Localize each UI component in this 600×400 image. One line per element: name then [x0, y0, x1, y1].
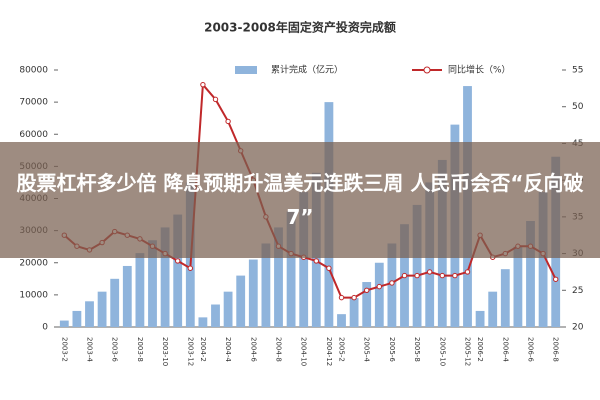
bar: [223, 291, 233, 327]
bar: [148, 240, 157, 327]
point: [175, 258, 181, 264]
bar: [198, 317, 208, 327]
x-tick-label: 2004-6: [249, 337, 257, 362]
x-tick-label: 2005-2: [338, 337, 346, 362]
point: [351, 294, 357, 301]
point: [376, 283, 382, 290]
x-tick-label: 2003-10: [161, 337, 169, 366]
y-tick-label: 20000: [19, 258, 48, 268]
x-tick-label: 2003-2: [60, 337, 68, 362]
bar: [349, 298, 359, 327]
bar: [488, 291, 498, 327]
x-tick-label: 2006-8: [552, 337, 560, 362]
legend-label: 同比增长（%）: [448, 64, 511, 76]
y2-tick-label: 50: [572, 102, 584, 112]
point: [389, 280, 395, 286]
x-tick-label: 2004-12: [325, 337, 333, 366]
bar: [513, 246, 523, 327]
y2-tick-label: 25: [572, 286, 583, 296]
bar: [160, 227, 170, 327]
x-tick-label: 2005-6: [388, 337, 396, 362]
chart-title: 2003-2008年固定资产投资完成额: [204, 20, 396, 35]
legend-marker: [423, 66, 431, 74]
point: [452, 272, 458, 279]
x-tick-label: 2005-4: [363, 337, 371, 362]
point: [464, 269, 471, 275]
point: [401, 272, 408, 279]
point: [338, 294, 345, 301]
bar: [526, 220, 535, 327]
bar: [59, 320, 69, 327]
bar: [286, 211, 296, 327]
x-tick-label: 2003-8: [136, 337, 144, 362]
legend-swatch: [235, 66, 257, 74]
y-tick-label: 60000: [19, 130, 48, 140]
x-tick-label: 2006-4: [501, 337, 509, 362]
x-tick-label: 2006-2: [476, 337, 484, 362]
point: [313, 258, 319, 264]
bar: [135, 253, 145, 327]
bar: [97, 291, 107, 327]
x-tick-label: 2005-8: [413, 337, 421, 362]
bar: [85, 301, 94, 327]
x-tick-label: 2005-12: [464, 337, 472, 366]
bar: [236, 275, 246, 327]
point: [225, 118, 231, 125]
bar: [362, 282, 372, 327]
bar: [374, 262, 384, 327]
point: [187, 265, 194, 271]
point: [200, 81, 206, 88]
point: [414, 272, 420, 279]
bar: [110, 278, 120, 327]
bar: [72, 310, 82, 327]
point: [553, 276, 559, 282]
point: [427, 269, 433, 275]
x-tick-label: 2003-12: [186, 337, 194, 366]
banner: 股票杠杆多少倍 降息预期升温美元连跌三周 人民币会否“反向破7”: [0, 142, 600, 258]
legend-label: 累计完成（亿元）: [271, 64, 343, 76]
banner-text: 股票杠杆多少倍 降息预期升温美元连跌三周 人民币会否“反向破7”: [16, 171, 584, 229]
y-tick-label: 10000: [19, 290, 48, 300]
bar: [248, 259, 258, 327]
y-tick-label: 0: [42, 323, 48, 333]
x-tick-label: 2003-4: [86, 337, 94, 362]
x-tick-label: 2004-2: [199, 337, 207, 362]
point: [439, 272, 445, 279]
x-tick-label: 2005-10: [438, 337, 446, 366]
bar: [274, 227, 283, 327]
y-tick-label: 70000: [19, 98, 48, 108]
bar: [337, 314, 346, 327]
y2-tick-label: 55: [572, 66, 583, 76]
point: [364, 287, 370, 293]
x-tick-label: 2004-8: [275, 337, 283, 362]
bar: [500, 269, 510, 327]
point: [212, 96, 219, 103]
x-tick-label: 2004-10: [300, 337, 308, 366]
bar: [412, 204, 422, 327]
bar: [173, 214, 183, 327]
x-tick-label: 2006-6: [527, 337, 535, 362]
y-tick-label: 80000: [19, 66, 48, 76]
bar: [122, 265, 132, 327]
x-tick-label: 2003-6: [111, 337, 119, 362]
bar: [261, 243, 271, 327]
bar: [475, 310, 485, 327]
point: [326, 265, 332, 271]
bar: [211, 304, 220, 327]
x-tick-label: 2004-4: [224, 337, 232, 362]
bar: [538, 192, 548, 327]
y2-tick-label: 20: [572, 323, 584, 333]
